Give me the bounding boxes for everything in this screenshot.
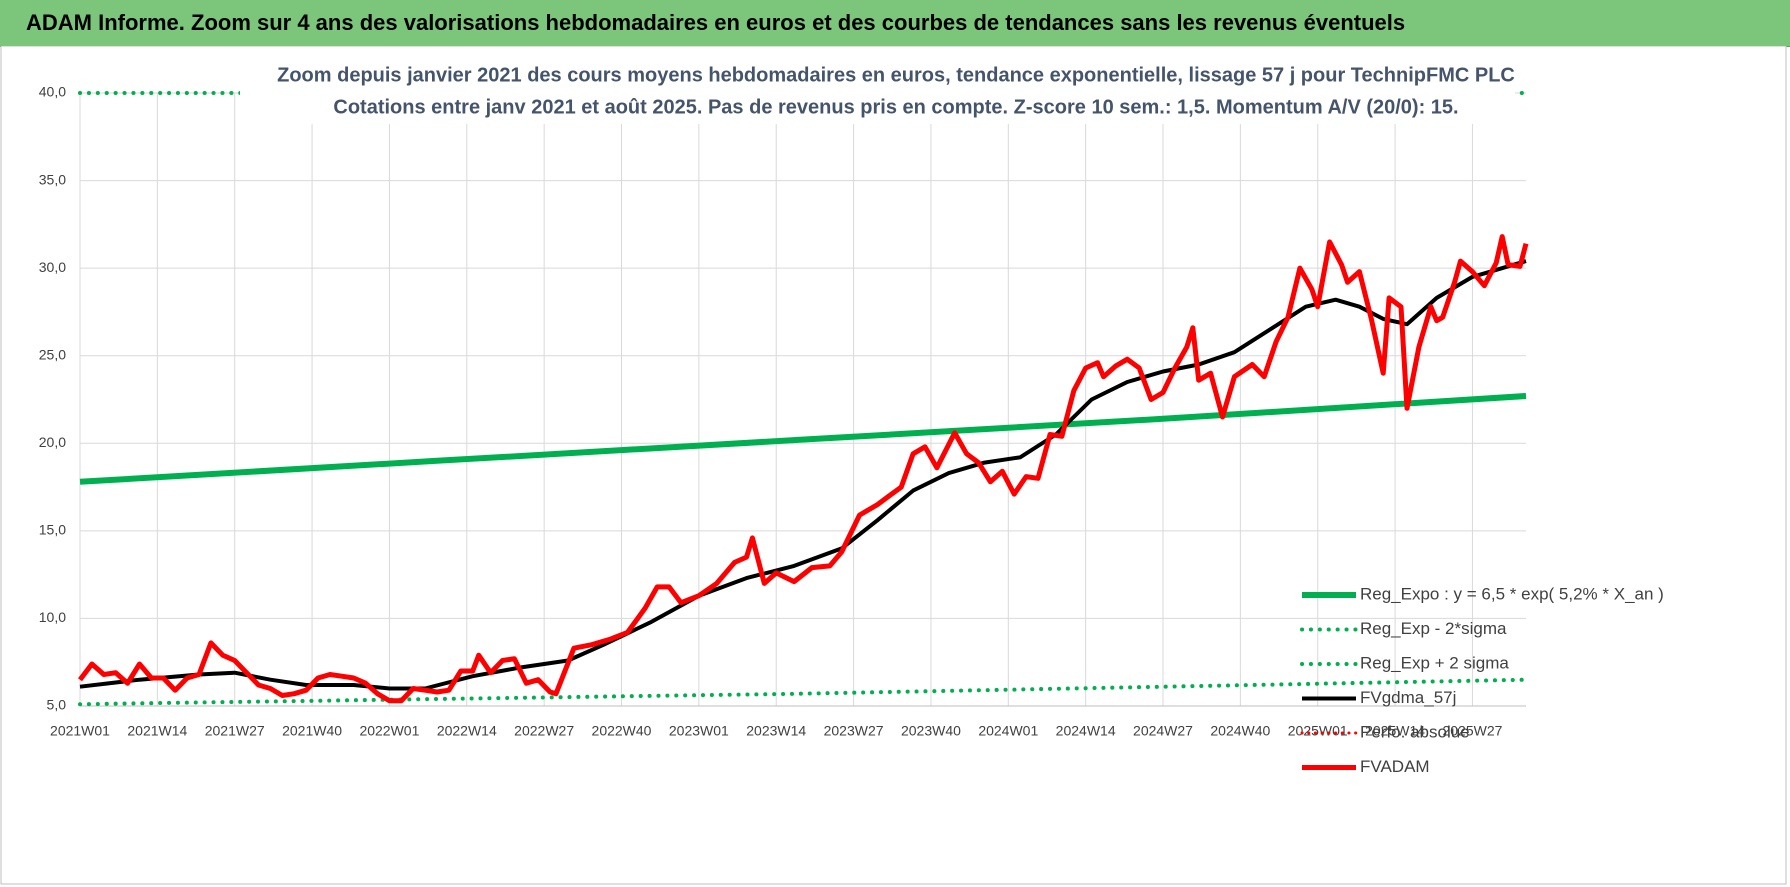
x-tick-label: 2025W14 bbox=[1365, 723, 1425, 739]
x-tick-label: 2023W27 bbox=[824, 723, 884, 739]
x-tick-label: 2023W14 bbox=[746, 723, 806, 739]
y-tick-label: 30,0 bbox=[39, 259, 66, 275]
legend-label: Perfo. absolue bbox=[1360, 722, 1470, 741]
legend-label: Reg_Exp + 2 sigma bbox=[1360, 653, 1509, 672]
y-tick-label: 10,0 bbox=[39, 609, 66, 625]
x-tick-label: 2021W14 bbox=[127, 723, 187, 739]
y-tick-label: 40,0 bbox=[39, 84, 66, 100]
x-tick-label: 2021W27 bbox=[205, 723, 265, 739]
x-tick-label: 2025W01 bbox=[1288, 723, 1348, 739]
x-tick-label: 2024W27 bbox=[1133, 723, 1193, 739]
header-bar: ADAM Informe. Zoom sur 4 ans des valoris… bbox=[0, 0, 1790, 47]
chart-subtitle: Cotations entre janv 2021 et août 2025. … bbox=[333, 96, 1458, 118]
y-tick-label: 15,0 bbox=[39, 522, 66, 538]
y-tick-label: 20,0 bbox=[39, 434, 66, 450]
x-tick-label: 2022W01 bbox=[359, 723, 419, 739]
series-line bbox=[78, 234, 1529, 704]
x-tick-label: 2024W14 bbox=[1056, 723, 1116, 739]
chart-title: Zoom depuis janvier 2021 des cours moyen… bbox=[277, 64, 1515, 86]
series-line bbox=[78, 677, 1528, 707]
legend-label: Reg_Exp - 2*sigma bbox=[1360, 619, 1507, 638]
header-title: ADAM Informe. Zoom sur 4 ans des valoris… bbox=[26, 10, 1406, 35]
x-tick-label: 2022W40 bbox=[592, 723, 652, 739]
x-tick-label: 2022W14 bbox=[437, 723, 497, 739]
y-tick-label: 35,0 bbox=[39, 171, 66, 187]
chart-frame bbox=[0, 46, 1787, 885]
series-line bbox=[79, 259, 1527, 691]
x-tick-label: 2023W40 bbox=[901, 723, 961, 739]
title-background bbox=[240, 60, 1515, 124]
chart: 5,0 10,0 15,0 20,0 25,0 30,0 35,0 40,0 2021W01 20… bbox=[0, 46, 1787, 885]
legend-label: Reg_Expo : y = 6,5 * exp( 5,2% * X_an ) bbox=[1360, 584, 1664, 603]
legend-label: FVgdma_57j bbox=[1360, 688, 1456, 707]
x-tick-label: 2021W01 bbox=[50, 723, 110, 739]
x-tick-label: 2024W01 bbox=[978, 723, 1038, 739]
x-tick-label: 2024W40 bbox=[1210, 723, 1270, 739]
legend-label: FVADAM bbox=[1360, 757, 1430, 776]
x-tick-label: 2022W27 bbox=[514, 723, 574, 739]
y-tick-label: 25,0 bbox=[39, 346, 66, 362]
y-tick-label: 5,0 bbox=[47, 697, 67, 713]
x-tick-label: 2021W40 bbox=[282, 723, 342, 739]
x-tick-label: 2023W01 bbox=[669, 723, 729, 739]
series-line bbox=[79, 393, 1527, 485]
x-tick-label: 2025W27 bbox=[1442, 723, 1502, 739]
